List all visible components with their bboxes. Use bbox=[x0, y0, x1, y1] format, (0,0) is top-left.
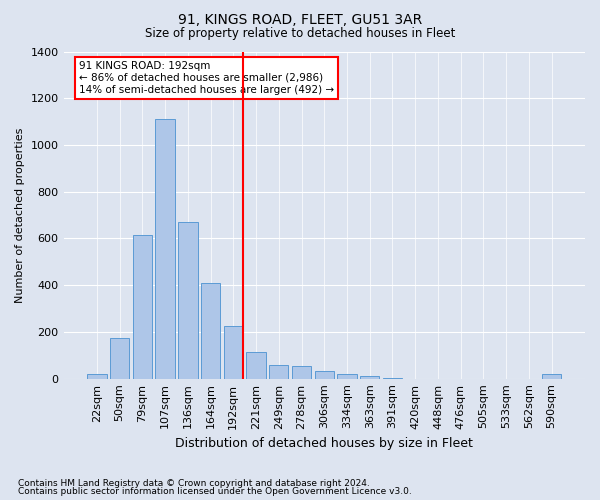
Bar bbox=[542, 374, 561, 378]
X-axis label: Distribution of detached houses by size in Fleet: Distribution of detached houses by size … bbox=[175, 437, 473, 450]
Bar bbox=[314, 370, 334, 378]
Text: 91 KINGS ROAD: 192sqm
← 86% of detached houses are smaller (2,986)
14% of semi-d: 91 KINGS ROAD: 192sqm ← 86% of detached … bbox=[79, 62, 334, 94]
Y-axis label: Number of detached properties: Number of detached properties bbox=[15, 128, 25, 303]
Text: Size of property relative to detached houses in Fleet: Size of property relative to detached ho… bbox=[145, 28, 455, 40]
Text: 91, KINGS ROAD, FLEET, GU51 3AR: 91, KINGS ROAD, FLEET, GU51 3AR bbox=[178, 12, 422, 26]
Bar bbox=[360, 376, 379, 378]
Text: Contains public sector information licensed under the Open Government Licence v3: Contains public sector information licen… bbox=[18, 487, 412, 496]
Bar bbox=[337, 374, 356, 378]
Bar bbox=[155, 120, 175, 378]
Bar bbox=[201, 283, 220, 378]
Bar bbox=[224, 326, 243, 378]
Bar bbox=[292, 366, 311, 378]
Bar bbox=[133, 235, 152, 378]
Bar bbox=[110, 338, 130, 378]
Bar bbox=[87, 374, 107, 378]
Bar bbox=[269, 364, 289, 378]
Text: Contains HM Land Registry data © Crown copyright and database right 2024.: Contains HM Land Registry data © Crown c… bbox=[18, 478, 370, 488]
Bar bbox=[247, 352, 266, 378]
Bar bbox=[178, 222, 197, 378]
